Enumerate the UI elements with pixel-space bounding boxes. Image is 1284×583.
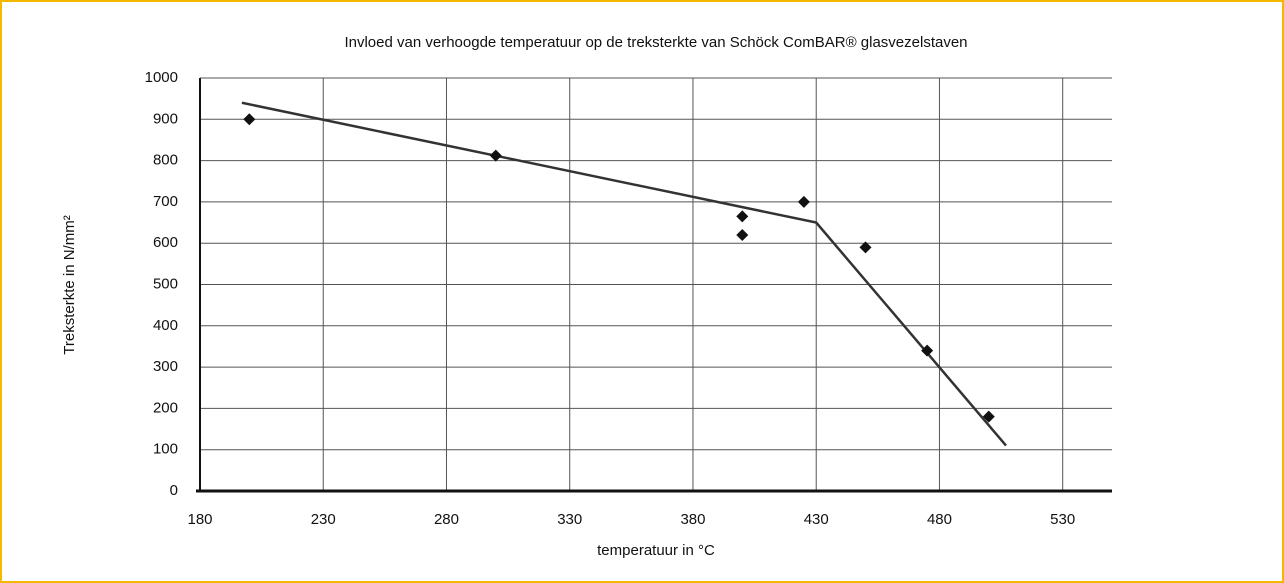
y-tick-label: 1000 (145, 69, 178, 86)
y-tick-label: 300 (153, 358, 178, 375)
x-tick-label: 380 (680, 511, 705, 528)
y-tick-label: 900 (153, 110, 178, 127)
data-point (982, 410, 995, 423)
y-tick-label: 100 (153, 441, 178, 458)
x-tick-label: 230 (311, 511, 336, 528)
data-point (243, 113, 256, 126)
y-tick-label: 600 (153, 234, 178, 251)
data-point (797, 195, 810, 208)
x-tick-label: 280 (434, 511, 459, 528)
y-axis-label: Treksterkte in N/mm² (61, 215, 78, 354)
y-tick-label: 800 (153, 152, 178, 169)
x-tick-label: 530 (1050, 511, 1075, 528)
data-point (859, 241, 872, 254)
x-tick-label: 330 (557, 511, 582, 528)
x-tick-label: 180 (187, 511, 212, 528)
y-tick-label: 0 (170, 482, 178, 499)
x-tick-label: 430 (804, 511, 829, 528)
y-tick-label: 700 (153, 193, 178, 210)
data-point (489, 149, 502, 162)
x-axis-label: temperatuur in °C (597, 542, 715, 559)
data-point (736, 210, 749, 223)
data-point (921, 344, 934, 357)
y-tick-label: 400 (153, 317, 178, 334)
trend-line (241, 101, 1007, 447)
y-tick-label: 500 (153, 275, 178, 292)
chart-title: Invloed van verhoogde temperatuur op de … (344, 34, 967, 51)
y-tick-label: 200 (153, 399, 178, 416)
x-tick-label: 480 (927, 511, 952, 528)
data-point (736, 228, 749, 241)
